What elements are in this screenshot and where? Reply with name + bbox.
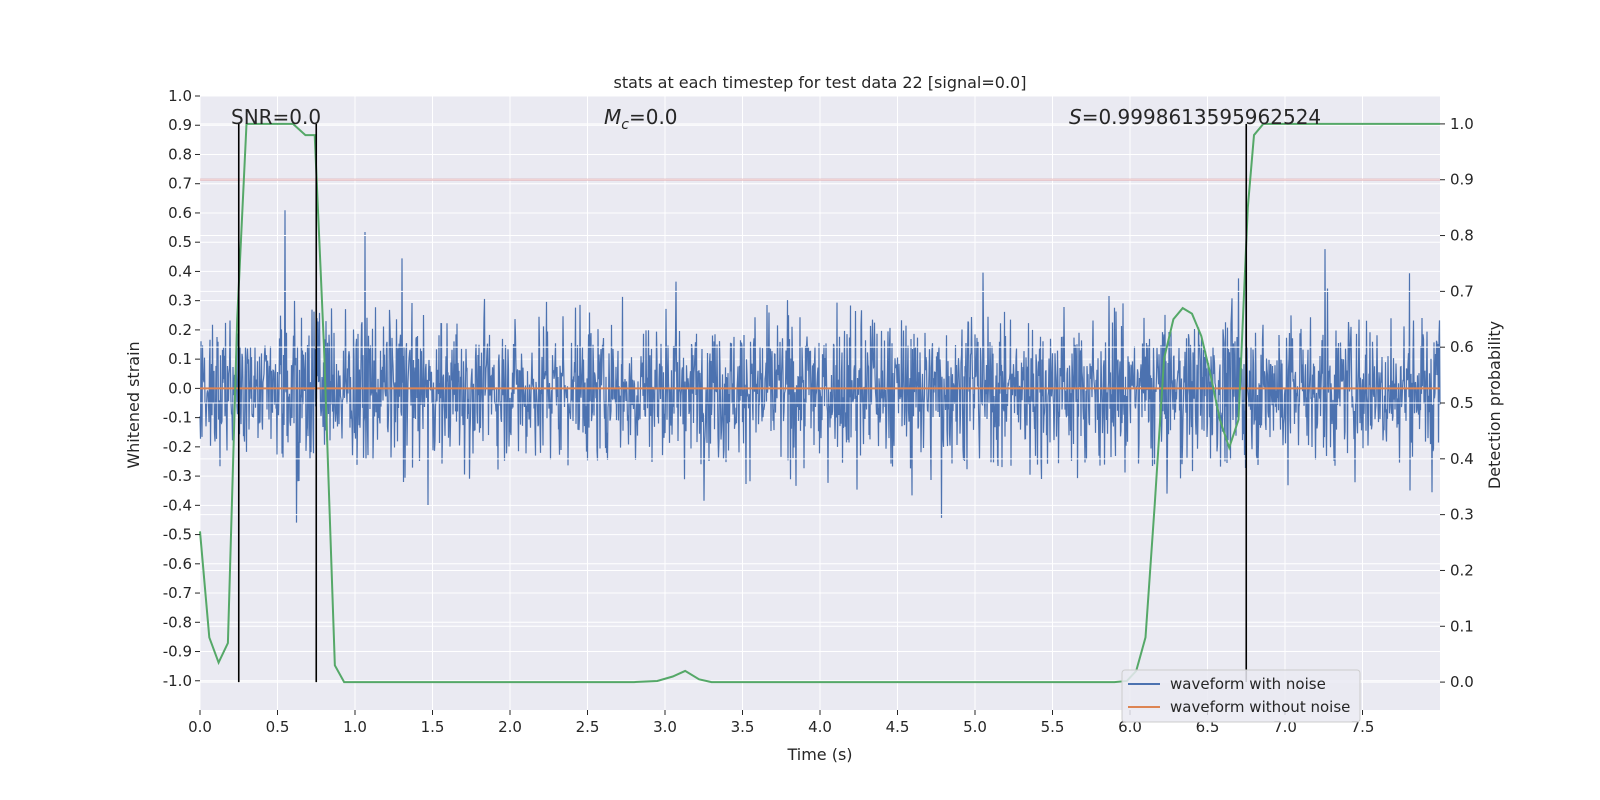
- left-tick-label: -0.9: [163, 643, 192, 661]
- left-tick-label: -0.3: [163, 467, 192, 485]
- chirp-mass-symbol: M: [604, 105, 621, 129]
- left-tick-label: 0.4: [168, 262, 192, 280]
- left-tick-label: 0.3: [168, 292, 192, 310]
- x-tick-label: 3.5: [731, 718, 755, 736]
- legend-label-noise: waveform with noise: [1170, 675, 1326, 693]
- left-axis-label: Whitened strain: [124, 341, 143, 468]
- x-tick-label: 1.0: [343, 718, 367, 736]
- left-tick-label: -0.1: [163, 409, 192, 427]
- left-tick-label: 0.1: [168, 350, 192, 368]
- left-tick-label: 0.5: [168, 233, 192, 251]
- x-tick-label: 4.0: [808, 718, 832, 736]
- x-tick-label: 0.5: [266, 718, 290, 736]
- right-tick-label: 0.4: [1450, 450, 1474, 468]
- vertical-markers: [237, 123, 1248, 683]
- left-tick-label: -0.4: [163, 496, 192, 514]
- right-tick-label: 0.1: [1450, 617, 1474, 635]
- left-axis-ticks: 1.0 0.9 0.8 0.7 0.6 0.5 0.4 0.3 0.2 0.1 0.0 -0.1 -0.…: [163, 87, 200, 690]
- right-tick-label: 0.9: [1450, 171, 1474, 189]
- noise-waveform-line: [199, 210, 1441, 523]
- x-axis-label: Time (s): [786, 745, 852, 764]
- left-tick-label: -1.0: [163, 672, 192, 690]
- detection-probability-line: [199, 122, 1440, 684]
- right-axis-ticks: 1.0 0.9 0.8 0.7 0.6 0.5 0.4 0.3 0.2 0.1 0.0: [1440, 115, 1474, 691]
- chirp-mass-value: =0.0: [629, 105, 678, 129]
- x-tick-label: 5.0: [963, 718, 987, 736]
- snr-annotation: SNR=0.0: [231, 105, 321, 129]
- right-tick-label: 0.6: [1450, 338, 1474, 356]
- x-tick-label: 1.5: [421, 718, 445, 736]
- x-tick-label: 0.0: [188, 718, 212, 736]
- chart-title: stats at each timestep for test data 22 …: [614, 73, 1027, 92]
- left-tick-label: 0.8: [168, 145, 192, 163]
- left-tick-label: -0.8: [163, 613, 192, 631]
- score-annotation: S=0.9998613595962524: [1069, 105, 1321, 129]
- right-tick-label: 0.5: [1450, 394, 1474, 412]
- chirp-mass-subscript: c: [621, 117, 629, 133]
- right-axis-label: Detection probability: [1485, 321, 1504, 489]
- x-tick-label: 5.5: [1041, 718, 1065, 736]
- legend-box: [1121, 669, 1361, 723]
- legend: waveform with noise waveform without noi…: [1121, 669, 1361, 723]
- left-tick-label: 0.9: [168, 116, 192, 134]
- left-tick-label: -0.5: [163, 526, 192, 544]
- legend-label-clean: waveform without noise: [1170, 698, 1350, 716]
- x-tick-label: 3.0: [653, 718, 677, 736]
- left-tick-label: -0.2: [163, 438, 192, 456]
- x-tick-label: 4.5: [886, 718, 910, 736]
- left-tick-label: 0.2: [168, 321, 192, 339]
- left-tick-label: 0.6: [168, 204, 192, 222]
- right-tick-label: 0.0: [1450, 673, 1474, 691]
- left-tick-label: 1.0: [168, 87, 192, 105]
- left-tick-label: -0.6: [163, 555, 192, 573]
- chirp-mass-annotation: Mc=0.0: [604, 105, 678, 133]
- score-value: =0.9998613595962524: [1082, 105, 1321, 129]
- x-tick-label: 2.5: [576, 718, 600, 736]
- noise-waveform-layer: [199, 210, 1441, 523]
- left-tick-label: 0.0: [168, 379, 192, 397]
- x-tick-label: 2.0: [498, 718, 522, 736]
- left-tick-label: -0.7: [163, 584, 192, 602]
- left-tick-label: 0.7: [168, 175, 192, 193]
- right-tick-label: 1.0: [1450, 115, 1474, 133]
- right-tick-label: 0.7: [1450, 282, 1474, 300]
- right-tick-label: 0.8: [1450, 227, 1474, 245]
- score-symbol: S: [1069, 105, 1082, 129]
- right-tick-label: 0.3: [1450, 506, 1474, 524]
- right-tick-label: 0.2: [1450, 561, 1474, 579]
